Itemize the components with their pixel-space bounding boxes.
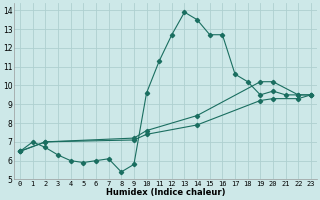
X-axis label: Humidex (Indice chaleur): Humidex (Indice chaleur): [106, 188, 225, 197]
